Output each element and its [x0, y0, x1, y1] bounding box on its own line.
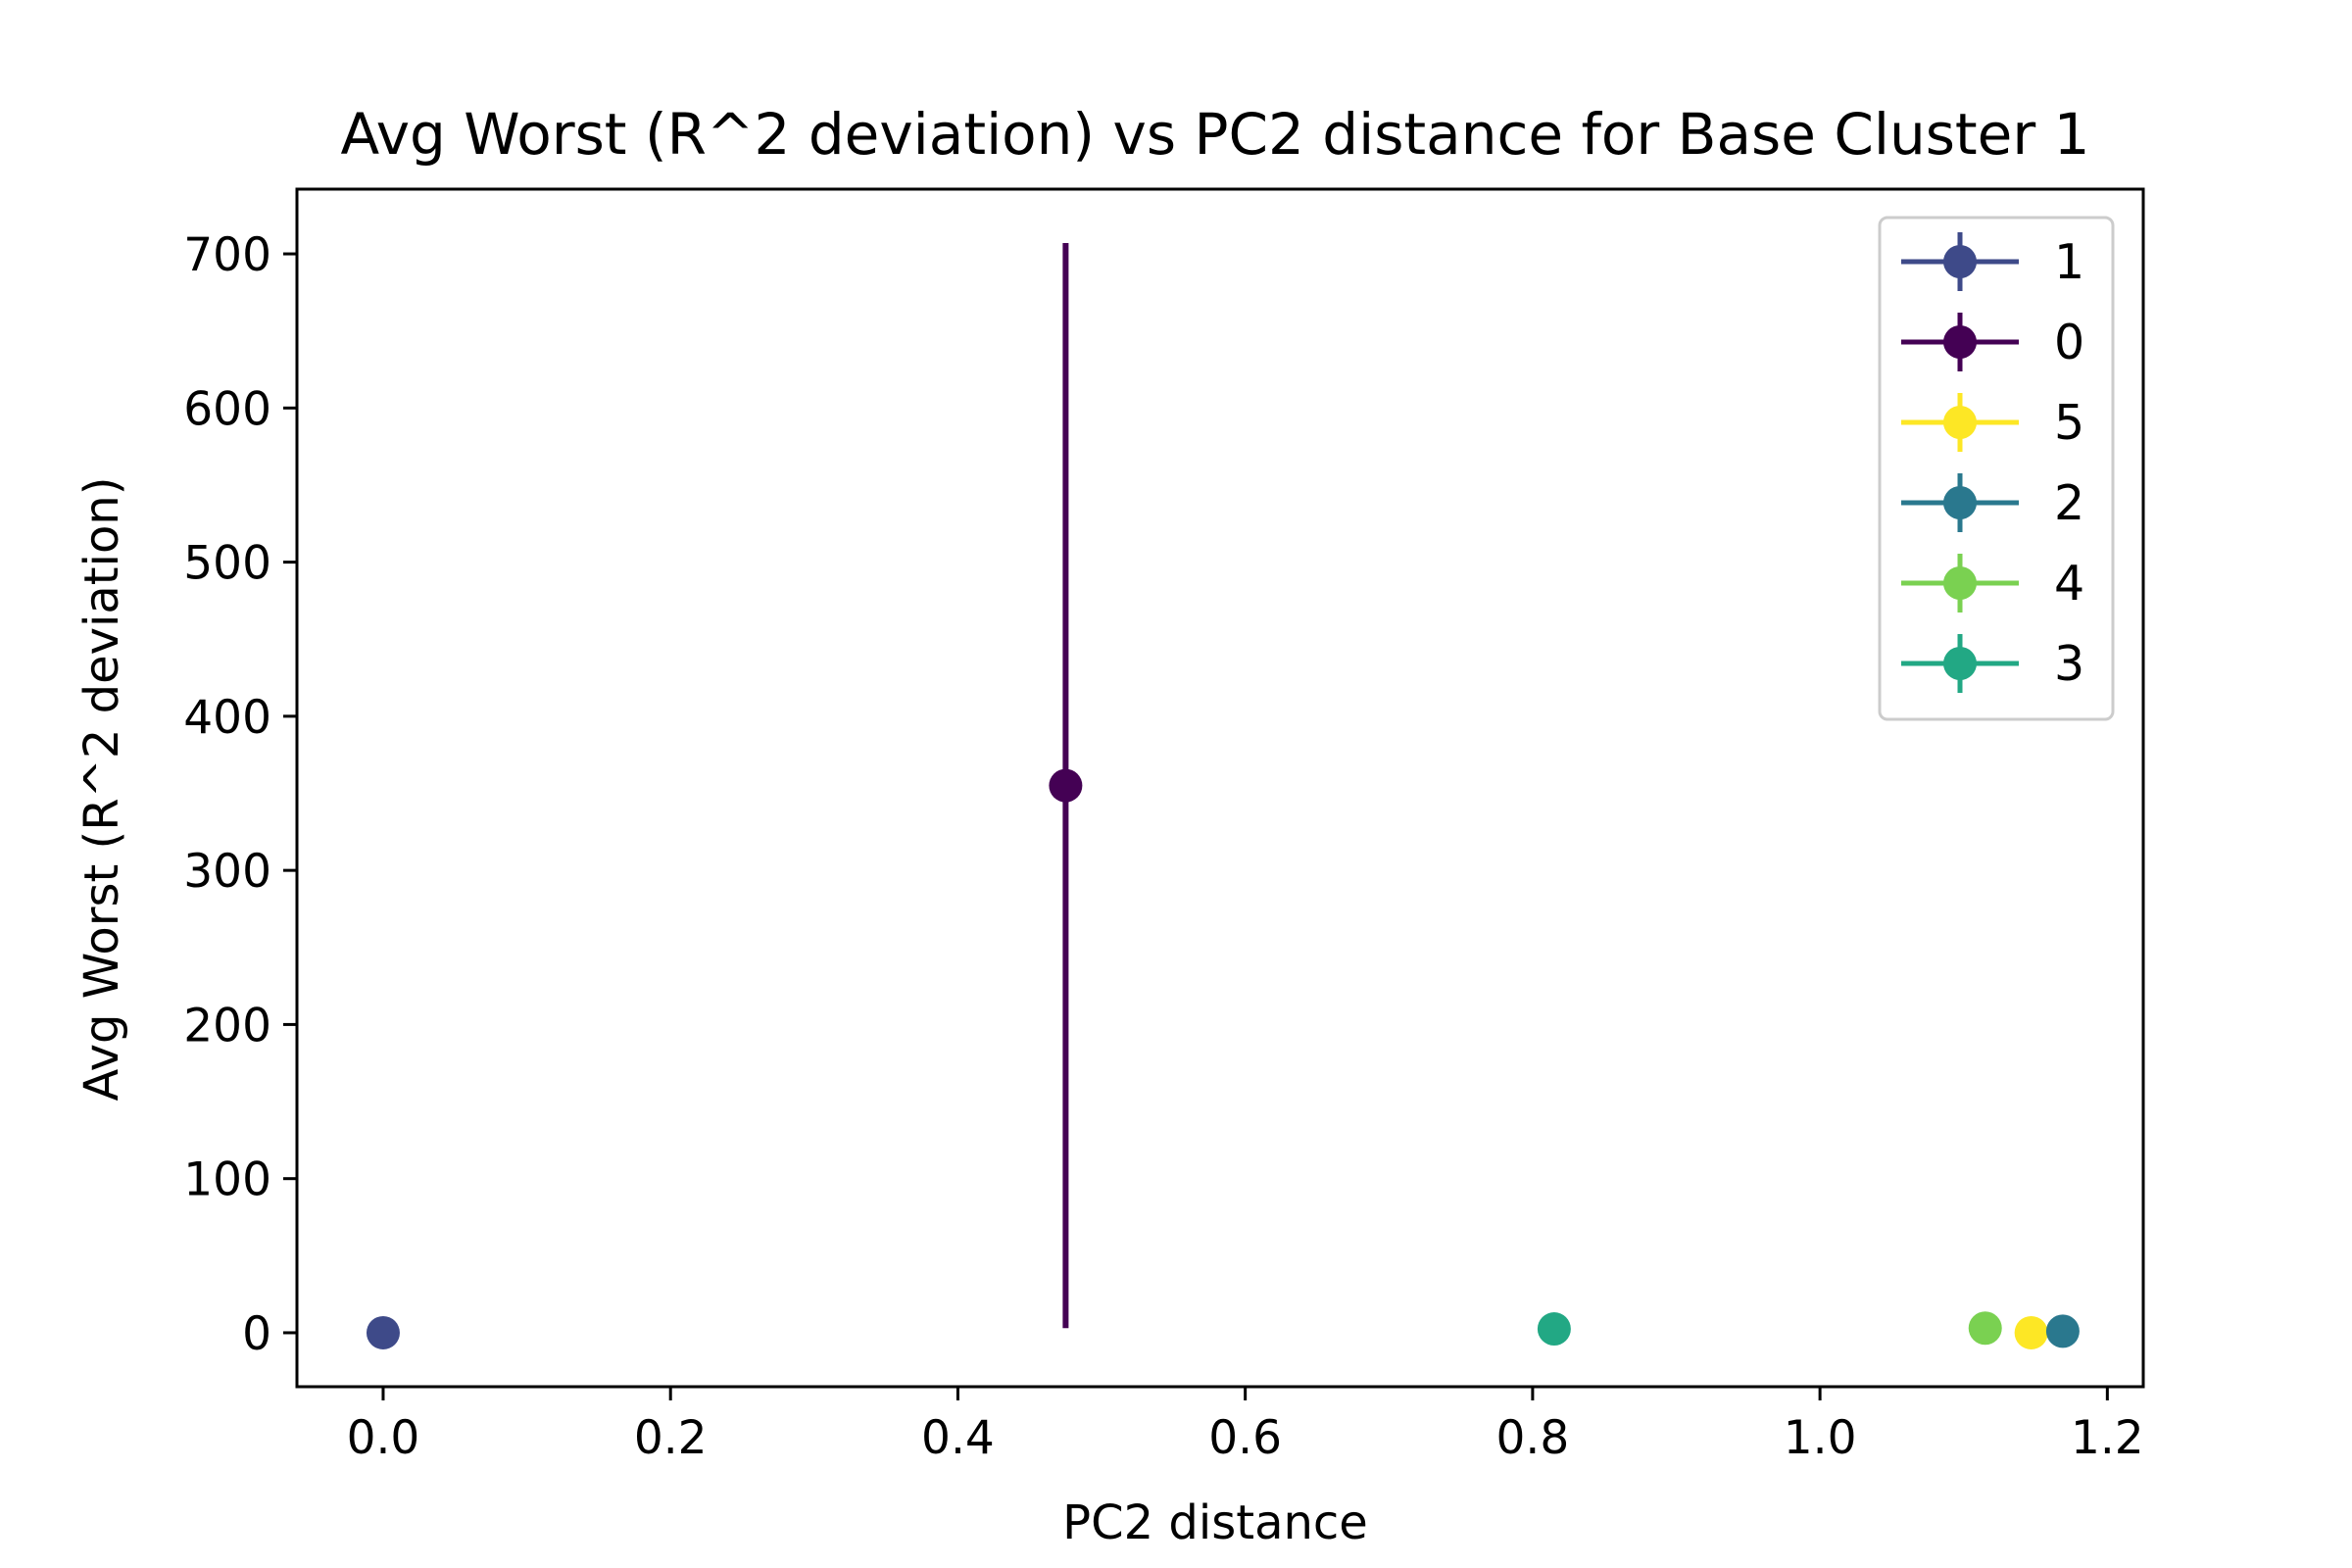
legend-label-2: 2: [2054, 475, 2084, 531]
y-tick-label: 0: [242, 1307, 271, 1361]
data-point-series-0: [1049, 768, 1083, 803]
legend-marker-2: [1943, 486, 1977, 519]
legend-marker-0: [1943, 325, 1977, 359]
x-tick-label: 0.0: [347, 1411, 420, 1465]
plot-frame: [295, 187, 2145, 1389]
legend-label-1: 1: [2054, 234, 2084, 290]
y-tick-label: 700: [183, 228, 271, 282]
chart-title: Avg Worst (R^2 deviation) vs PC2 distanc…: [340, 101, 2089, 168]
y-tick-label: 500: [183, 537, 271, 591]
legend-label-3: 3: [2054, 636, 2084, 692]
y-tick-label: 100: [183, 1153, 271, 1207]
plot-area: 0.0 0.2 0.4 0.6 0.8 1.0 1.2 0 100 200 300 400 500 600…: [183, 187, 2145, 1465]
y-axis-label: Avg Worst (R^2 deviation): [74, 477, 129, 1102]
legend-label-0: 0: [2054, 315, 2084, 370]
x-tick-label: 1.2: [2071, 1411, 2144, 1465]
data-point-series-2: [2045, 1314, 2080, 1348]
x-tick-label: 0.6: [1208, 1411, 1282, 1465]
y-tick-label: 600: [183, 382, 271, 436]
legend: 1 0 5 2 4 3: [1878, 216, 2115, 721]
x-axis-label: PC2 distance: [1062, 1495, 1368, 1550]
x-tick-label: 1.0: [1784, 1411, 1857, 1465]
x-tick-label: 0.2: [634, 1411, 708, 1465]
y-tick-label: 400: [183, 691, 271, 745]
legend-marker-4: [1943, 566, 1977, 600]
data-point-series-3: [1537, 1312, 1571, 1347]
legend-label-5: 5: [2054, 395, 2084, 451]
data-point-series-4: [1968, 1311, 2002, 1346]
x-tick-label: 0.8: [1496, 1411, 1570, 1465]
data-point-series-1: [366, 1315, 400, 1349]
x-tick-label: 0.4: [921, 1411, 995, 1465]
y-tick-label: 300: [183, 845, 271, 899]
legend-marker-1: [1943, 245, 1977, 278]
legend-marker-3: [1943, 647, 1977, 680]
legend-label-4: 4: [2054, 556, 2084, 612]
data-point-series-5: [2014, 1315, 2048, 1349]
y-tick-label: 200: [183, 999, 271, 1053]
legend-marker-5: [1943, 406, 1977, 439]
